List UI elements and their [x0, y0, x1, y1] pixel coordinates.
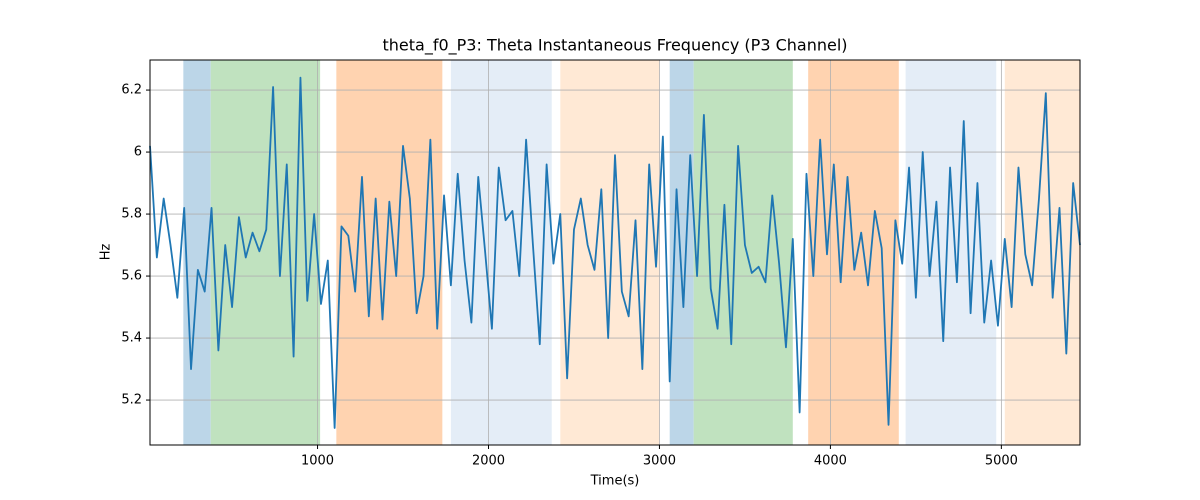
x-tick-label: 1000: [301, 454, 334, 469]
shaded-span: [905, 60, 997, 445]
shaded-span: [450, 60, 552, 445]
y-tick-label: 5.8: [121, 207, 142, 222]
plot-frame: [149, 59, 1081, 446]
x-tick-label: 5000: [985, 454, 1018, 469]
y-tick-label: 6: [134, 145, 142, 160]
data-line: [149, 76, 1081, 429]
y-tick-label: 5.4: [121, 331, 142, 346]
shaded-span: [669, 60, 694, 445]
shaded-span: [336, 60, 443, 445]
shaded-span: [1004, 60, 1080, 445]
shaded-span: [210, 60, 321, 445]
line-layer: [149, 76, 1081, 429]
grid-layer: [150, 60, 1080, 445]
shaded-span: [183, 60, 211, 445]
x-axis-label: Time(s): [590, 474, 640, 489]
y-axis-label: Hz: [99, 244, 114, 261]
y-tick-label: 5.2: [121, 393, 142, 408]
y-tick-label: 6.2: [121, 83, 142, 98]
x-tick-label: 3000: [643, 454, 676, 469]
y-tick-label: 5.6: [121, 269, 142, 284]
shaded-span: [560, 60, 660, 445]
x-tick-label: 2000: [472, 454, 505, 469]
chart-title: theta_f0_P3: Theta Instantaneous Frequen…: [382, 36, 847, 56]
x-tick-label: 4000: [814, 454, 847, 469]
